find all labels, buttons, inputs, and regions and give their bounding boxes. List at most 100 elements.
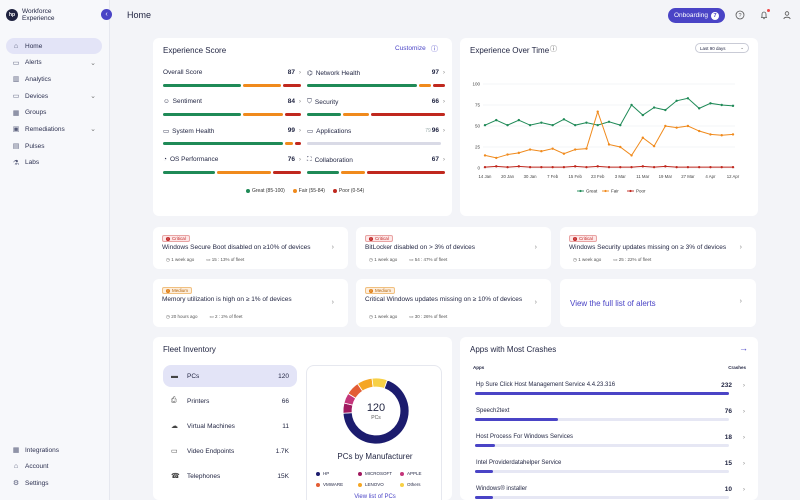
crash-row[interactable]: Windows® installer 10 ›	[475, 486, 747, 500]
data-point	[641, 113, 645, 117]
sidebar-item-labs[interactable]: ⚗ Labs	[12, 159, 40, 167]
fleet-item-video-endpoints[interactable]: ▭ Video Endpoints 1.7K	[171, 447, 289, 456]
sidebar-item-analytics[interactable]: ▥ Analytics	[12, 75, 52, 84]
clock-icon: ◷	[369, 257, 373, 262]
customize-link[interactable]: Customize	[395, 45, 426, 52]
legend-label: LENOVO	[365, 482, 384, 487]
score-overall[interactable]: Overall Score 87 ›	[163, 69, 301, 95]
score-network-health[interactable]: ⌬ Network Health 97 ›	[307, 69, 445, 95]
help-icon[interactable]: ?	[735, 10, 745, 20]
onboarding-count-badge: 7	[710, 11, 719, 20]
sidebar-item-pulses[interactable]: ▤ Pulses	[12, 142, 45, 151]
sidebar-item-settings[interactable]: ⚙ Settings	[12, 479, 49, 488]
sidebar-item-alerts[interactable]: ▭ Alerts ⌄	[12, 59, 96, 67]
score-distribution-bar	[307, 113, 445, 116]
data-point	[652, 106, 656, 109]
data-point	[630, 103, 633, 107]
chevron-right-icon: ›	[298, 127, 301, 134]
sidebar-item-account[interactable]: ⌂ Account	[13, 463, 49, 471]
onboarding-button[interactable]: Onboarding 7	[668, 8, 725, 23]
score-legend: Great (85-100) Fair (55-84) Poor (0-54)	[246, 188, 364, 194]
full-alerts-card[interactable]: View the full list of alerts ›	[560, 279, 756, 327]
sidebar-item-groups[interactable]: ▦ Groups	[12, 109, 47, 117]
data-point	[596, 110, 599, 113]
data-point	[731, 104, 735, 108]
fleet-item-telephones[interactable]: ☎ Telephones 15K	[171, 472, 289, 481]
view-pcs-link[interactable]: View list of PCs	[354, 494, 396, 500]
fleet-item-virtual-machines[interactable]: ☁ Virtual Machines 11	[171, 422, 289, 431]
donut-legend-item: HP	[316, 471, 329, 476]
app-name: Windows® installer	[476, 486, 528, 492]
data-point	[495, 165, 498, 168]
home-icon: ⌂	[13, 42, 19, 50]
y-tick-label: 75	[475, 103, 481, 108]
data-point	[483, 154, 487, 157]
experience-over-time-card: Experience Over Time ⓘ Last 90 days ⌄ 0 2…	[460, 38, 758, 216]
score-security[interactable]: ⛉ Security 66 ›	[307, 98, 445, 124]
crash-row[interactable]: Hp Sure Click Host Management Service 4.…	[475, 382, 747, 404]
alert-title: BitLocker disabled on > 3% of devices	[365, 244, 476, 251]
score-applications[interactable]: ▭ Applications 7996 ›	[307, 127, 445, 153]
full-alerts-link[interactable]: View the full list of alerts	[570, 299, 656, 308]
donut-legend-item: LENOVO	[358, 482, 384, 487]
date-range-select[interactable]: Last 90 days ⌄	[695, 43, 749, 53]
score-collaboration[interactable]: ⛶ Collaboration 67 ›	[307, 156, 445, 182]
fleet-item-pcs[interactable]: ▬ PCs 120	[163, 365, 297, 387]
legend-marker	[579, 189, 582, 193]
crash-bar-fill	[475, 444, 495, 447]
experience-score-title: Experience Score	[163, 46, 227, 55]
manufacturer-donut-chart	[342, 377, 410, 445]
data-point	[540, 121, 543, 124]
data-point	[562, 165, 566, 169]
sidebar-item-remediations[interactable]: ▣ Remediations ⌄	[12, 125, 96, 134]
sidebar-collapse-button[interactable]: ‹	[101, 9, 112, 20]
data-point	[630, 165, 633, 169]
col-apps: Apps	[473, 365, 485, 370]
score-sentiment[interactable]: ☺ Sentiment 84 ›	[163, 98, 301, 124]
data-point	[517, 151, 521, 155]
logo[interactable]: hp Workforce Experience	[6, 8, 55, 22]
user-icon[interactable]	[782, 10, 792, 20]
device-icon: ▭	[206, 257, 211, 262]
y-tick-label: 50	[475, 124, 481, 129]
fleet-item-printers[interactable]: ⎙ Printers 66	[171, 397, 289, 405]
legend-marker	[604, 189, 607, 193]
hp-logo-icon: hp	[6, 9, 18, 21]
critical-icon: !	[573, 236, 577, 241]
data-point	[607, 120, 611, 124]
sidebar-item-integrations[interactable]: ▦ Integrations	[12, 446, 59, 455]
legend-swatch	[400, 482, 404, 487]
system-health-icon: ▭	[163, 128, 170, 135]
score-system-health[interactable]: ▭ System Health 99 ›	[163, 127, 301, 153]
analytics-icon: ▥	[12, 76, 20, 84]
data-point	[517, 165, 521, 168]
severity-tag: ! Medium	[365, 287, 396, 294]
severity-tag: ! Critical	[162, 235, 190, 242]
legend-label: Fair	[611, 189, 619, 194]
data-point	[528, 148, 532, 151]
bell-icon[interactable]	[759, 9, 770, 20]
data-point	[506, 123, 509, 127]
brand-line-1: Workforce	[22, 8, 52, 15]
crash-row[interactable]: Speech2text 76 ›	[475, 408, 747, 430]
sidebar-item-home[interactable]: ⌂ Home	[6, 38, 102, 54]
y-tick-label: 0	[477, 166, 480, 171]
score-os-performance[interactable]: ◔ OS Performance 76 ›	[163, 156, 301, 182]
alert-card[interactable]: ! Critical Windows Security updates missi…	[560, 227, 756, 269]
alert-card[interactable]: ! Medium Critical Windows updates missing…	[356, 279, 551, 327]
alert-card[interactable]: ! Critical BitLocker disabled on > 3% of …	[356, 227, 551, 269]
col-crashes: Crashes	[728, 365, 746, 370]
info-icon[interactable]: ⓘ	[550, 46, 557, 53]
legend-label: Great	[586, 189, 598, 194]
data-point	[709, 165, 712, 169]
crash-row[interactable]: Intel Providerdatahelper Service 15 ›	[475, 460, 747, 482]
crash-row[interactable]: Host Process For Windows Services 18 ›	[475, 434, 747, 456]
fleet-inventory-card: Fleet Inventory ▬ PCs 120 ⎙ Printers 66 ☁ Vir…	[153, 337, 452, 500]
data-point	[664, 108, 667, 112]
legend-swatch	[316, 471, 320, 476]
arrow-right-icon[interactable]: →	[739, 343, 748, 353]
alert-card[interactable]: ! Critical Windows Secure Boot disabled o…	[153, 227, 348, 269]
info-icon[interactable]: ⓘ	[431, 46, 438, 53]
sidebar-item-devices[interactable]: ▭ Devices ⌄	[12, 92, 96, 101]
alert-card[interactable]: ! Medium Memory utilization is high on ≥ …	[153, 279, 348, 327]
